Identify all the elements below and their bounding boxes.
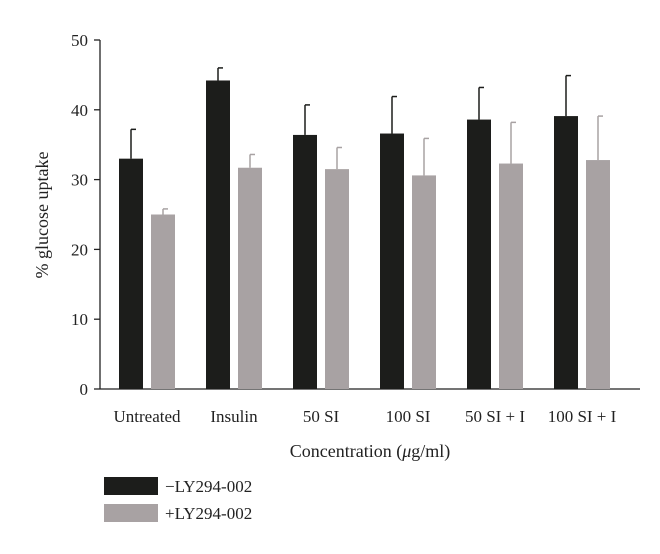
x-axis-title: Concentration (μg/ml) — [290, 441, 451, 462]
bar — [119, 158, 143, 389]
bar — [499, 163, 523, 389]
plot-area: 0 10 20 30 40 50 Untreated Insulin 50 SI 100 SI 50… — [71, 31, 640, 426]
bar — [412, 175, 436, 389]
legend-swatch — [104, 504, 158, 522]
x-category-label: 50 SI + I — [465, 407, 525, 426]
y-tick-label: 20 — [71, 240, 88, 259]
bar — [151, 214, 175, 389]
bar — [293, 134, 317, 389]
bar — [467, 119, 491, 390]
y-tick-label: 0 — [80, 380, 89, 399]
bar — [586, 160, 610, 389]
bar — [380, 133, 404, 389]
bar — [238, 167, 262, 389]
y-tick-label: 30 — [71, 171, 88, 190]
legend-swatch — [104, 477, 158, 495]
x-category-label: 100 SI + I — [548, 407, 617, 426]
bar — [206, 80, 230, 389]
x-category-label: 50 SI — [303, 407, 340, 426]
legend-label: −LY294-002 — [165, 477, 252, 496]
legend-label: +LY294-002 — [165, 504, 252, 523]
x-category-label: Insulin — [210, 407, 258, 426]
y-tick-label: 10 — [71, 310, 88, 329]
x-category-label: Untreated — [113, 407, 181, 426]
y-tick-label: 50 — [71, 31, 88, 50]
x-category-label: 100 SI — [386, 407, 431, 426]
legend: −LY294-002 +LY294-002 — [104, 477, 252, 523]
bar — [554, 116, 578, 389]
bar — [325, 169, 349, 389]
y-axis-title: % glucose uptake — [32, 152, 52, 279]
y-tick-label: 40 — [71, 101, 88, 120]
